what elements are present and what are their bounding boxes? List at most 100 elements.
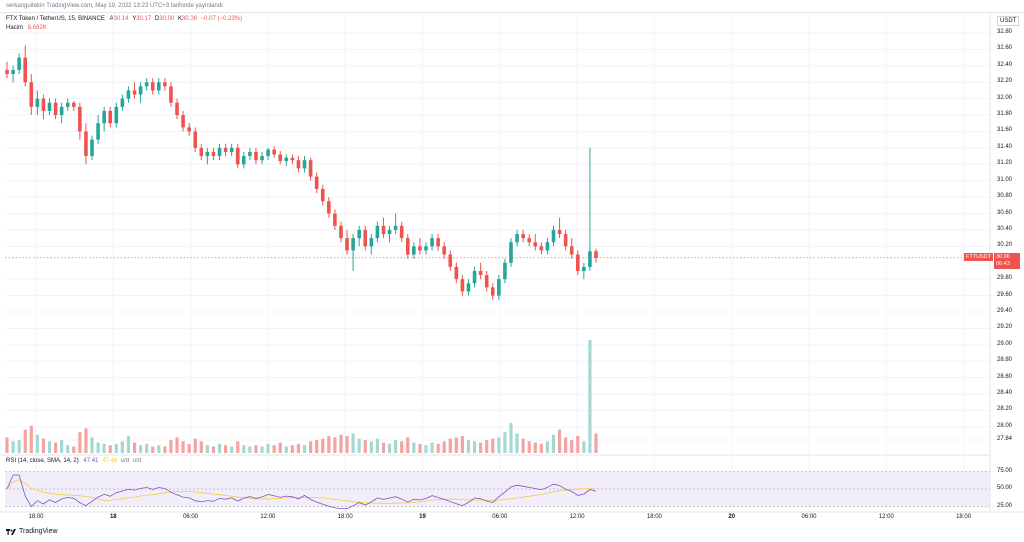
time-tick-label: 12:00 [260,514,276,520]
time-tick-label: 18:00 [28,514,44,520]
candle-body [53,102,58,116]
volume-bar [175,437,179,453]
top-border [0,12,1024,13]
price-tick-label: 28.60 [997,373,1013,380]
candle-body [454,266,459,280]
rsi-label[interactable]: RSI (14, close, SMA, 14, 2) [6,458,79,464]
volume-bar [460,436,465,453]
volume-bar [66,445,70,453]
volume-bar [211,446,216,453]
volume-bar [17,439,21,453]
price-tick-label: 30.40 [997,225,1013,232]
time-tick-label: 19 [419,514,426,520]
candle-body [515,234,519,243]
candle-body [17,57,21,70]
volume-bar [387,443,392,453]
volume-bar [163,446,167,453]
candle-body [248,151,252,157]
volume-bar [454,437,458,453]
ohlc-close: 30.06 [181,16,197,22]
price-tick-label: 29.00 [997,340,1013,347]
candle-body [84,131,88,157]
rsi-ma-value: 47.48 [102,458,118,464]
candle-body [35,98,40,107]
volume-bar [509,423,513,453]
volume-bar [503,432,507,453]
volume-bar [102,443,106,453]
price-tick-label: 29.40 [997,307,1013,314]
price-tick-label: 32.40 [997,61,1013,68]
volume-bar [120,441,124,453]
volume-bar [151,446,155,453]
volume-bar [126,436,131,453]
tradingview-icon [6,528,16,535]
candle-body [290,157,295,161]
rsi-extra-1: u/d [120,458,130,464]
legend-row: FTX Token / TetherUS, 15, BINANCE A30.14… [6,16,242,22]
volume-bar [521,438,525,453]
price-tick-label: 32.20 [997,78,1013,85]
candle-body [418,246,422,251]
volume-bar [327,436,331,453]
volume-bar [5,437,9,453]
volume-bar [138,445,143,453]
volume-bar [230,446,234,453]
ohlc-open-label: A [109,16,114,22]
candle-body [211,151,216,157]
candle-body [399,225,404,239]
volume-bar [217,443,222,453]
candle-body [345,238,349,251]
volume-bar [588,340,592,453]
candle-body [375,225,380,239]
candle-body [339,225,343,239]
candle-body [102,110,106,124]
time-tick-label: 18 [109,514,117,520]
candle-body [460,279,465,292]
candle-body [448,254,453,267]
candle-body [278,154,283,162]
candle-body [150,82,155,91]
candle-body [509,242,513,263]
candle-body [393,225,398,230]
candle-body [296,160,301,169]
candle-body [114,106,119,124]
candle-body [217,147,222,157]
candle-body [575,254,580,271]
price-tick-label: 32.80 [997,29,1013,35]
price-tick-label: 29.60 [997,291,1013,298]
candle-body [363,229,368,247]
volume-bar [564,437,568,453]
candle-body [387,229,392,235]
candle-body [235,147,240,165]
rsi-tick-label: 50.00 [997,485,1013,491]
candle-body [242,156,246,165]
candle-body [545,242,550,251]
volume-bar [47,441,52,453]
volume-bar [369,441,373,453]
volume-bar [309,441,313,453]
candle-body [436,238,440,247]
candle-body [527,238,532,243]
volume-bar [72,446,76,453]
quote-currency-button[interactable]: USDT [997,16,1020,26]
candle-body [357,229,361,239]
symbol-title[interactable]: FTX Token / TetherUS, 15, BINANCE [6,16,105,22]
volume-bar [582,441,586,453]
volume-bar [466,439,471,453]
volume-bar [424,445,428,453]
candle-body [71,102,76,107]
volume-bar [333,437,337,453]
volume-bar [169,439,173,453]
candle-body [266,149,270,157]
ohlc-low: 30.00 [159,16,175,22]
volume-bar [491,438,495,453]
volume-bar [527,441,531,453]
candle-body [466,283,471,292]
price-tick-label: 32.60 [997,45,1013,52]
candle-body [260,156,264,161]
candle-body [229,147,234,152]
candle-body [47,102,52,111]
candle-body [11,69,15,75]
